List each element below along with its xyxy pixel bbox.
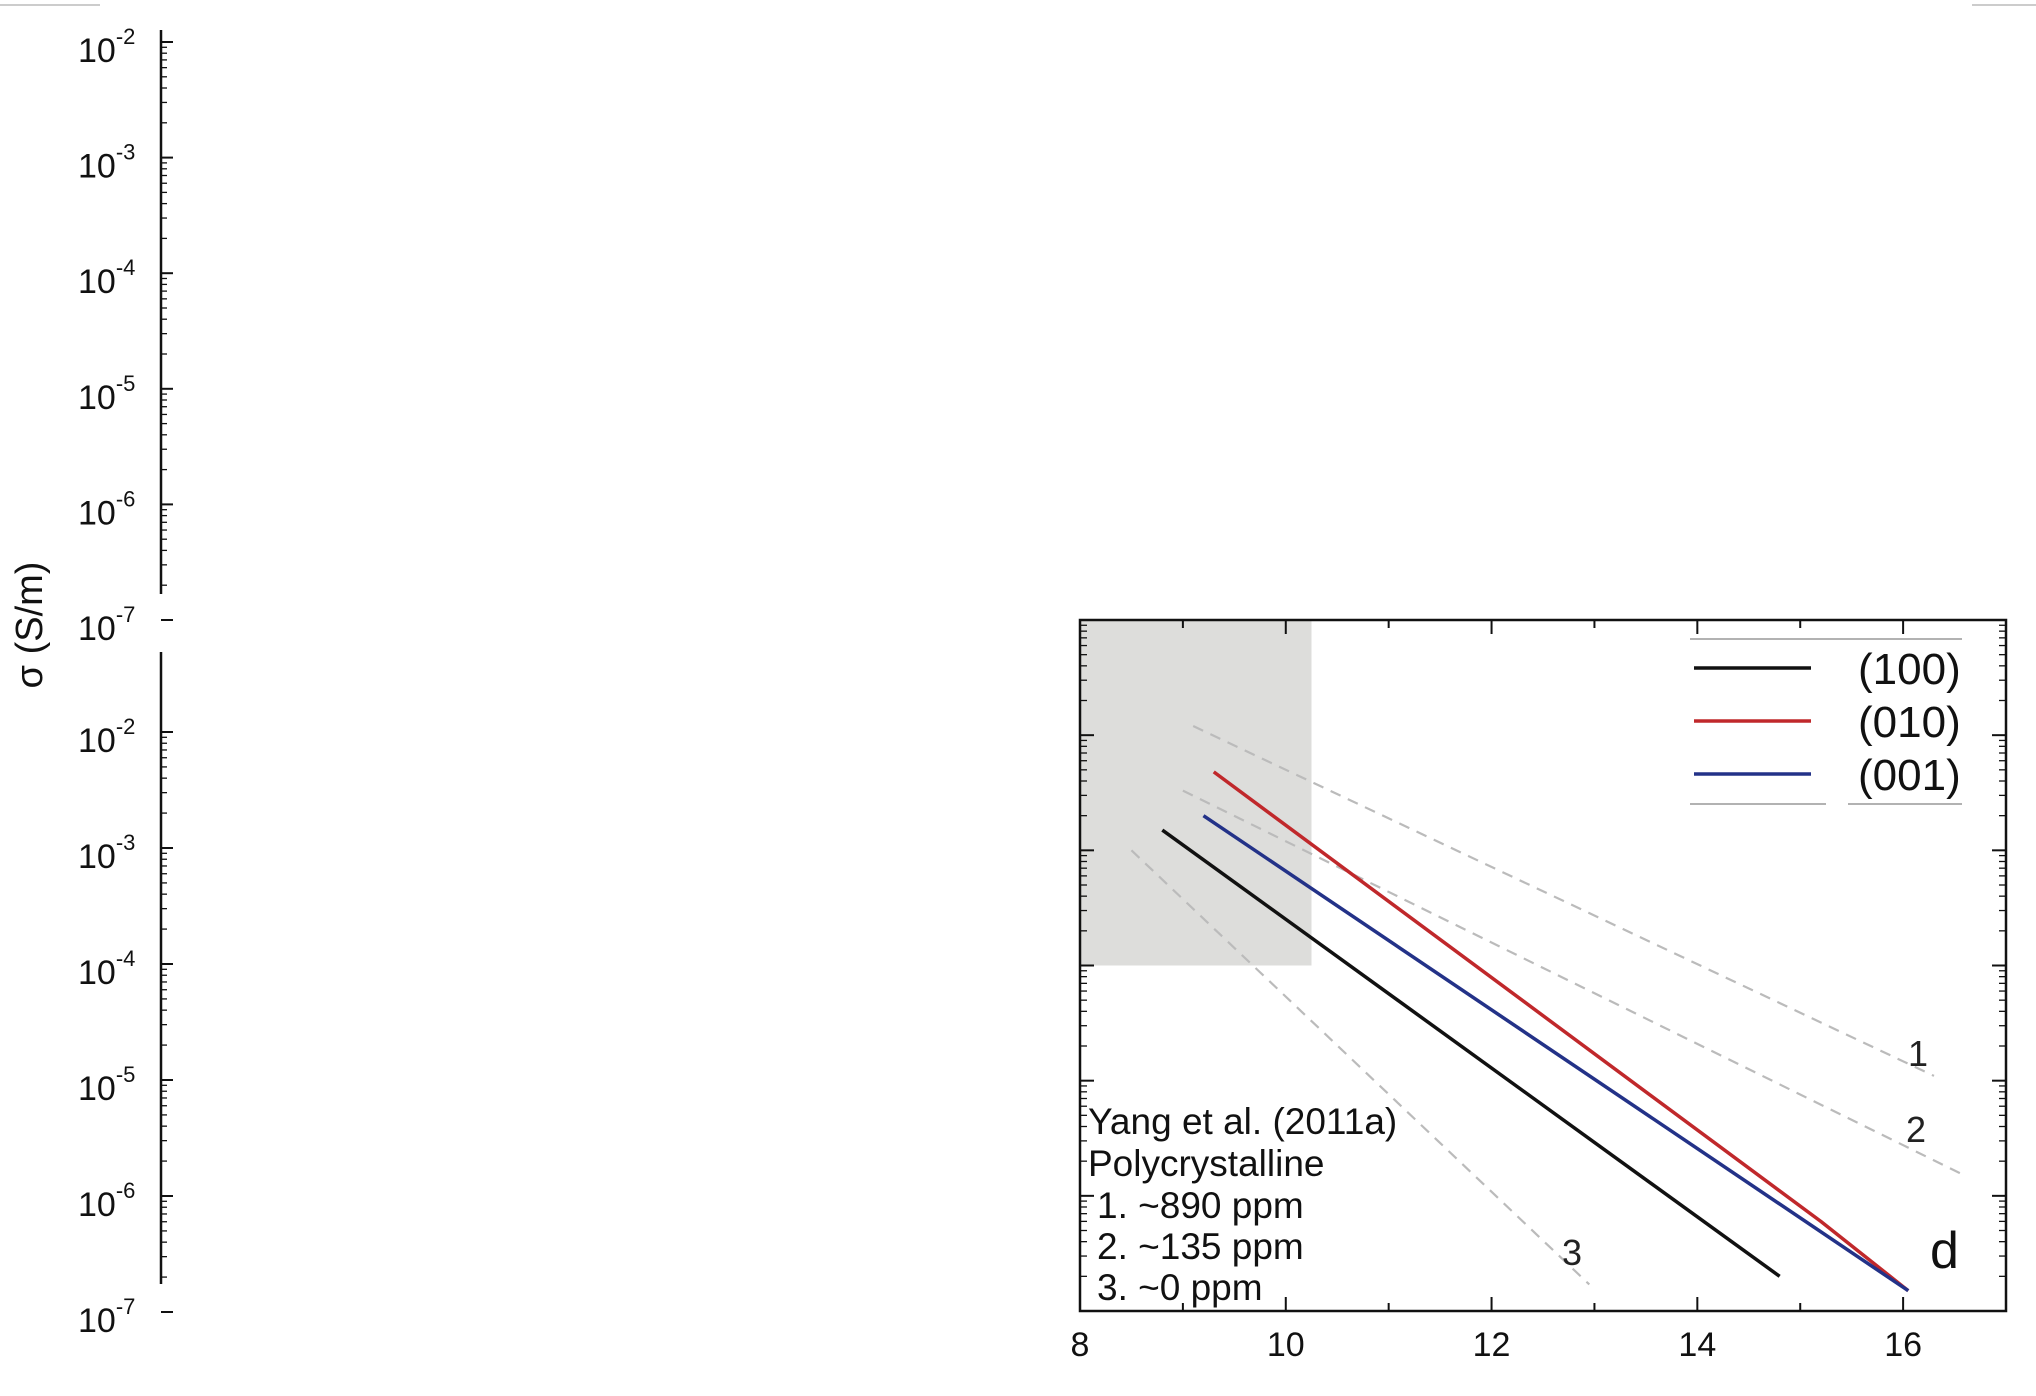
left-lower-panel: 10-210-310-410-510-610-7 <box>78 652 173 1340</box>
panel-d-x-ticks <box>1079 620 2007 1311</box>
tick-base: 10 <box>78 32 116 70</box>
annotation-line-5: 3. ~0 ppm <box>1097 1267 1263 1308</box>
panel-d-x-tick-labels: 8 10 12 14 16 <box>1071 1326 1922 1364</box>
reference-line-labels: 1 2 3 <box>1562 1033 1928 1273</box>
reference-lines <box>1130 725 1966 1286</box>
y-tick-label: 10-6 <box>78 1178 135 1224</box>
panel-letter: d <box>1930 1222 1959 1280</box>
reference-line-2 <box>1182 789 1966 1177</box>
tick-base: 10 <box>78 1302 116 1340</box>
x-tick-label: 8 <box>1071 1326 1090 1364</box>
panel-d-y-ticks <box>1080 624 2006 1312</box>
annotation-line-2: Polycrystalline <box>1088 1143 1324 1184</box>
legend-label-2: (001) <box>1858 751 1961 800</box>
tick-exponent: -6 <box>116 486 136 511</box>
tick-exponent: -3 <box>116 830 136 855</box>
left-upper-y-ticks <box>161 41 173 621</box>
tick-base: 10 <box>78 954 116 992</box>
reference-line-1 <box>1192 725 1935 1077</box>
series-line-1 <box>1212 770 1910 1293</box>
y-tick-label: 10-4 <box>78 946 135 992</box>
annotation-block: Yang et al. (2011a) Polycrystalline 1. ~… <box>1088 1101 1397 1308</box>
legend: (100)(010)(001) <box>1690 638 1962 805</box>
tick-exponent: -3 <box>116 140 136 165</box>
y-tick-label: 10-3 <box>78 830 135 876</box>
y-tick-label: 10-4 <box>78 255 135 301</box>
reference-label-1: 1 <box>1908 1033 1928 1074</box>
tick-base: 10 <box>78 722 116 760</box>
tick-exponent: -6 <box>116 1178 136 1203</box>
tick-exponent: -2 <box>116 714 136 739</box>
tick-base: 10 <box>78 263 116 301</box>
tick-exponent: -2 <box>116 24 136 49</box>
reference-line-3 <box>1130 849 1591 1286</box>
annotation-line-1: Yang et al. (2011a) <box>1088 1101 1397 1142</box>
series-line-2 <box>1202 814 1910 1293</box>
y-tick-label: 10-5 <box>78 371 135 417</box>
left-lower-y-ticks <box>161 731 173 1313</box>
tick-base: 10 <box>78 494 116 532</box>
annotation-line-3: 1. ~890 ppm <box>1097 1185 1304 1226</box>
tick-exponent: -4 <box>116 946 136 971</box>
left-upper-panel: 10-210-310-410-510-610-7 <box>78 24 173 648</box>
tick-base: 10 <box>78 1070 116 1108</box>
tick-base: 10 <box>78 838 116 876</box>
annotation-line-4: 2. ~135 ppm <box>1097 1226 1304 1267</box>
y-tick-label: 10-3 <box>78 140 135 186</box>
left-upper-y-tick-labels: 10-210-310-410-510-610-7 <box>78 24 135 648</box>
legend-label-0: (100) <box>1858 645 1961 694</box>
y-tick-label: 10-5 <box>78 1062 135 1108</box>
left-lower-y-tick-labels: 10-210-310-410-510-610-7 <box>78 714 135 1340</box>
tick-base: 10 <box>78 610 116 648</box>
tick-exponent: -5 <box>116 371 136 396</box>
tick-exponent: -4 <box>116 255 136 280</box>
y-tick-label: 10-7 <box>78 1294 135 1340</box>
y-tick-label: 10-7 <box>78 602 135 648</box>
tick-base: 10 <box>78 1186 116 1224</box>
x-tick-label: 16 <box>1884 1326 1922 1364</box>
y-tick-label: 10-2 <box>78 714 135 760</box>
y-axis-label: σ (S/m) <box>9 562 51 689</box>
reference-label-3: 3 <box>1562 1232 1582 1273</box>
x-tick-label: 12 <box>1473 1326 1511 1364</box>
reference-label-2: 2 <box>1906 1109 1926 1150</box>
y-tick-label: 10-6 <box>78 486 135 532</box>
series-line-0 <box>1161 828 1781 1278</box>
tick-exponent: -7 <box>116 602 136 627</box>
x-tick-label: 10 <box>1267 1326 1305 1364</box>
tick-base: 10 <box>78 148 116 186</box>
series-lines <box>1161 770 1910 1293</box>
legend-label-1: (010) <box>1858 698 1961 747</box>
tick-exponent: -7 <box>116 1294 136 1319</box>
panel-d: 8 10 12 14 16 123 (100)(010)(001) Yang et al… <box>1071 618 2008 1364</box>
y-tick-label: 10-2 <box>78 24 135 70</box>
tick-base: 10 <box>78 379 116 417</box>
x-tick-label: 14 <box>1678 1326 1716 1364</box>
tick-exponent: -5 <box>116 1062 136 1087</box>
